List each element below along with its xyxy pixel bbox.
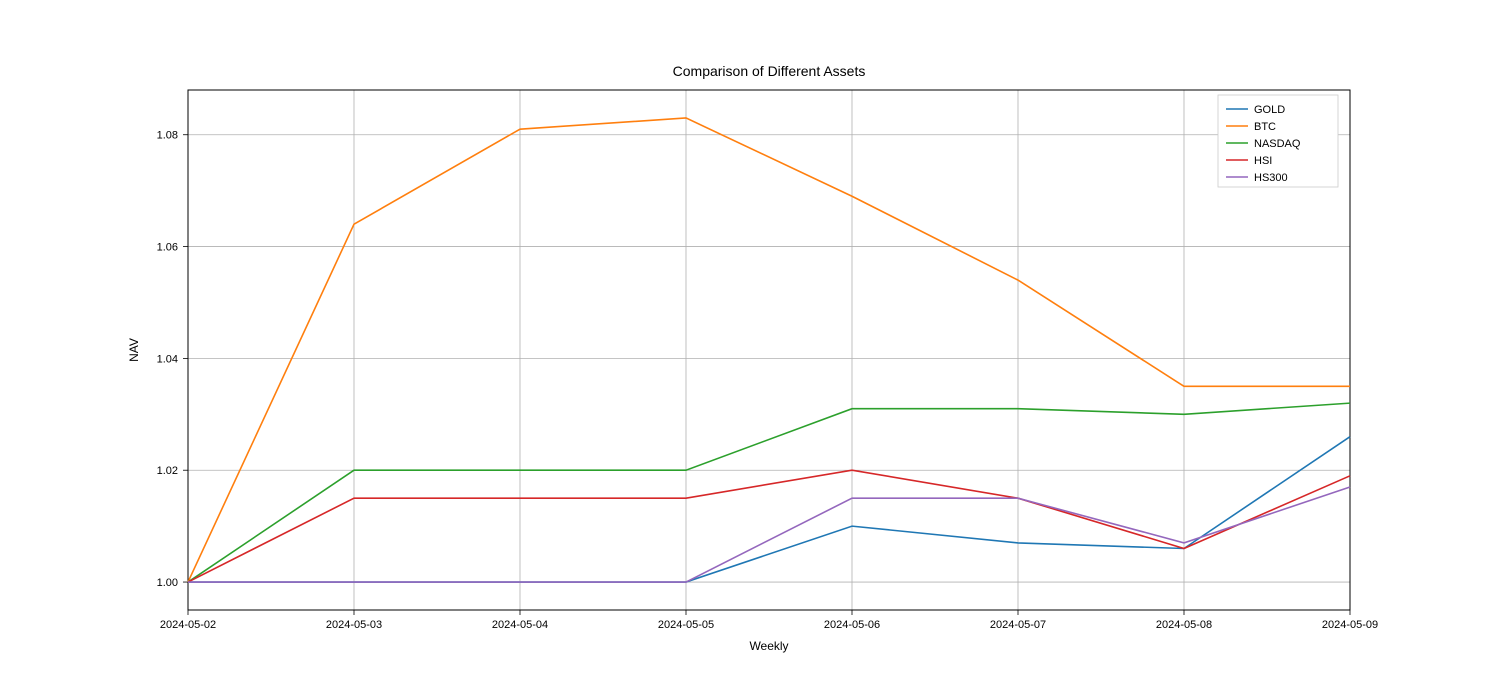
x-tick-label: 2024-05-08 [1156, 619, 1212, 631]
series-gold [188, 437, 1350, 582]
x-axis-label: Weekly [749, 639, 788, 653]
x-tick-label: 2024-05-06 [824, 619, 880, 631]
legend-label: HS300 [1254, 172, 1288, 184]
series-nasdaq [188, 403, 1350, 582]
x-tick-label: 2024-05-05 [658, 619, 714, 631]
y-tick-label: 1.04 [157, 353, 178, 365]
chart-title: Comparison of Different Assets [673, 63, 866, 79]
series-hs300 [188, 487, 1350, 582]
legend-label: BTC [1254, 121, 1276, 133]
chart-container: 2024-05-02 2024-05-03 2024-05-04 2024-05-05… [0, 0, 1500, 700]
legend-label: GOLD [1254, 104, 1285, 116]
x-tick-label: 2024-05-09 [1322, 619, 1378, 631]
x-tick-label: 2024-05-02 [160, 619, 216, 631]
y-axis-label: NAV [127, 338, 141, 362]
series-btc [188, 118, 1350, 582]
y-tick-label: 1.06 [157, 242, 178, 254]
y-tick-label: 1.00 [157, 577, 178, 589]
x-tick-label: 2024-05-04 [492, 619, 548, 631]
legend-label: HSI [1254, 155, 1272, 167]
x-tick-label: 2024-05-03 [326, 619, 382, 631]
line-chart: 2024-05-02 2024-05-03 2024-05-04 2024-05-05… [0, 0, 1500, 700]
y-tick-label: 1.08 [157, 130, 178, 142]
plot-border [188, 90, 1350, 610]
legend-label: NASDAQ [1254, 138, 1301, 150]
x-tick-label: 2024-05-07 [990, 619, 1046, 631]
series-hsi [188, 470, 1350, 582]
y-tick-label: 1.02 [157, 465, 178, 477]
